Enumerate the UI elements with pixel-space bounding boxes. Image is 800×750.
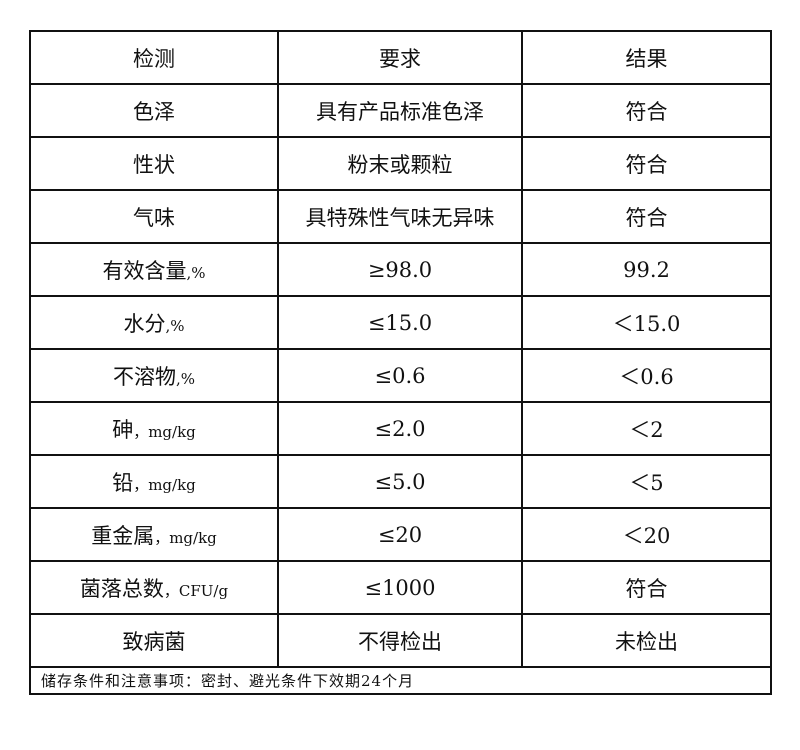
requirement-cell: 具有产品标准色泽 — [277, 83, 523, 138]
test-unit: ，CFU/g — [163, 581, 229, 600]
test-item: 致病菌 — [122, 629, 186, 654]
header-test: 检测 — [29, 30, 279, 85]
result-cell: 未检出 — [521, 613, 772, 668]
test-item: 水分 — [123, 311, 166, 336]
test-item-cell: 不溶物,% — [29, 348, 279, 403]
table-row: 色泽 具有产品标准色泽 符合 — [29, 83, 772, 138]
requirement-cell: ≤15.0 — [277, 295, 523, 350]
header-requirement: 要求 — [277, 30, 523, 85]
requirement-cell: 不得检出 — [277, 613, 523, 668]
result-cell: 符合 — [521, 136, 772, 191]
test-item-cell: 气味 — [29, 189, 279, 244]
requirement-cell: ≤2.0 — [277, 401, 523, 456]
test-unit: ,% — [165, 316, 185, 335]
test-item-cell: 有效含量,% — [29, 242, 279, 297]
table-row: 气味 具特殊性气味无异味 符合 — [29, 189, 772, 244]
test-item-cell: 色泽 — [29, 83, 279, 138]
result-cell: ＜0.6 — [521, 348, 772, 403]
test-item: 重金属 — [91, 523, 155, 548]
requirement-cell: ≤1000 — [277, 560, 523, 615]
table-row: 菌落总数，CFU/g ≤1000 符合 — [29, 560, 772, 615]
table-row: 铅，mg/kg ≤5.0 ＜5 — [29, 454, 772, 509]
result-cell: 符合 — [521, 83, 772, 138]
test-item: 色泽 — [133, 99, 175, 124]
test-unit: ，mg/kg — [133, 422, 196, 441]
table-row: 有效含量,% ≥98.0 99.2 — [29, 242, 772, 297]
test-item: 菌落总数 — [79, 576, 164, 601]
test-item-cell: 性状 — [29, 136, 279, 191]
test-unit: ，mg/kg — [154, 528, 217, 547]
result-cell: 99.2 — [521, 242, 772, 297]
result-cell: ＜5 — [521, 454, 772, 509]
header-row: 检测 要求 结果 — [29, 30, 772, 85]
result-cell: ＜2 — [521, 401, 772, 456]
test-item-cell: 菌落总数，CFU/g — [29, 560, 279, 615]
requirement-cell: ≥98.0 — [277, 242, 523, 297]
inspection-table: 检测 要求 结果 色泽 具有产品标准色泽 符合 性状 粉末或颗粒 符合 气味 具特殊性气味无异… — [29, 30, 772, 695]
footer-row: 储存条件和注意事项：密封、避光条件下效期24个月 — [29, 666, 772, 695]
test-item: 不溶物 — [112, 364, 176, 389]
requirement-cell: ≤20 — [277, 507, 523, 562]
requirement-cell: 粉末或颗粒 — [277, 136, 523, 191]
test-item-cell: 水分,% — [29, 295, 279, 350]
test-item: 砷 — [112, 417, 134, 442]
test-item-cell: 致病菌 — [29, 613, 279, 668]
test-item: 铅 — [112, 470, 134, 495]
table-row: 致病菌 不得检出 未检出 — [29, 613, 772, 668]
table-row: 砷，mg/kg ≤2.0 ＜2 — [29, 401, 772, 456]
test-unit: ，mg/kg — [133, 475, 196, 494]
test-unit: ,% — [175, 369, 196, 388]
storage-note: 储存条件和注意事项：密封、避光条件下效期24个月 — [29, 666, 772, 695]
result-cell: ＜15.0 — [521, 295, 772, 350]
test-item-cell: 铅，mg/kg — [29, 454, 279, 509]
test-unit: ,% — [186, 263, 206, 282]
table-row: 不溶物,% ≤0.6 ＜0.6 — [29, 348, 772, 403]
test-item: 气味 — [133, 205, 175, 230]
result-cell: ＜20 — [521, 507, 772, 562]
test-item: 有效含量 — [102, 258, 187, 283]
requirement-cell: 具特殊性气味无异味 — [277, 189, 523, 244]
table-row: 性状 粉末或颗粒 符合 — [29, 136, 772, 191]
requirement-cell: ≤0.6 — [277, 348, 523, 403]
test-item-cell: 重金属，mg/kg — [29, 507, 279, 562]
test-item: 性状 — [133, 152, 175, 177]
header-result: 结果 — [521, 30, 772, 85]
result-cell: 符合 — [521, 560, 772, 615]
table-row: 水分,% ≤15.0 ＜15.0 — [29, 295, 772, 350]
table-row: 重金属，mg/kg ≤20 ＜20 — [29, 507, 772, 562]
requirement-cell: ≤5.0 — [277, 454, 523, 509]
test-item-cell: 砷，mg/kg — [29, 401, 279, 456]
result-cell: 符合 — [521, 189, 772, 244]
